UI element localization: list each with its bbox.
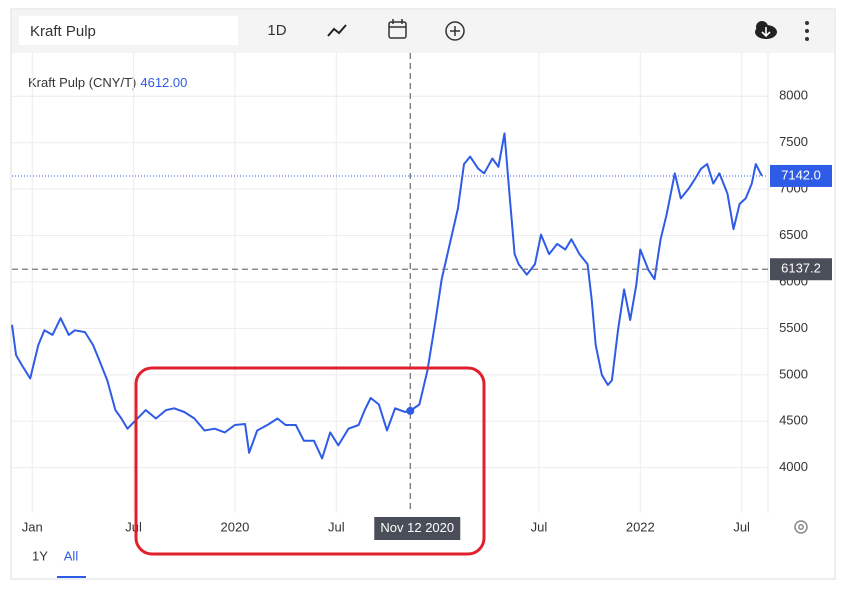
crosshair-x-tag [374,517,461,540]
x-tick-label: Jul [531,519,548,534]
hover-point [406,406,415,415]
search-text[interactable]: Kraft Pulp [30,23,96,40]
chart-type-icon[interactable] [327,24,347,37]
crosshair-y-tag [770,258,832,281]
crosshair-x-label: Nov 12 2020 [380,520,454,535]
x-tick-label: Jan [22,519,43,534]
last-value-tag [770,164,832,187]
y-tick-label: 4000 [779,459,808,474]
x-tick-label: 2020 [220,519,249,534]
search-box[interactable] [19,16,238,45]
card [10,8,836,580]
calendar-icon[interactable] [388,19,407,39]
x-tick-label: Jul [328,519,345,534]
legend: Kraft Pulp (CNY/T) 4612.00 [28,75,187,90]
add-icon[interactable] [445,21,465,41]
menu-icon[interactable] [805,21,809,41]
legend-value: 4612.00 [140,75,187,90]
range-button[interactable]: All [64,548,79,563]
y-tick-label: 5500 [779,320,808,335]
y-tick-label: 8000 [779,88,808,103]
x-tick-label: 2022 [626,519,655,534]
highlight-box [134,366,486,556]
crosshair-y-label: 6137.2 [781,261,821,276]
x-tick-label: Jul [733,519,750,534]
settings-icon[interactable] [794,520,808,534]
range-button[interactable]: 1Y [32,548,48,563]
y-tick-label: 6500 [779,227,808,242]
last-value-label: 7142.0 [781,167,821,182]
download-icon[interactable] [755,21,777,39]
y-tick-label: 5000 [779,366,808,381]
interval-button[interactable]: 1D [267,22,286,39]
y-tick-label: 7500 [779,134,808,149]
legend-name: Kraft Pulp (CNY/T) [28,75,136,90]
x-tick-label: Jul [125,519,142,534]
y-tick-label: 4500 [779,413,808,428]
